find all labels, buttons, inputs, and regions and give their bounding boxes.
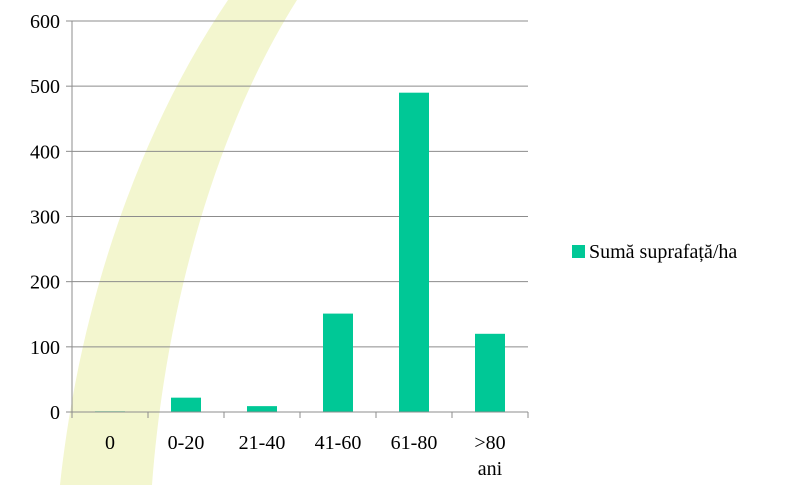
x-tick-label: 0 [105,432,115,454]
y-tick-label: 500 [30,76,60,98]
gridlines [66,20,528,413]
x-tick-labels: 0 0-20 21-40 41-60 61-80 >80 ani [105,432,506,480]
x-tick-label: 0-20 [168,432,205,454]
bar-21-40 [247,406,277,412]
bar-80-ani [475,333,505,412]
bar-61-80 [399,92,429,412]
y-tick-labels: 0 100 200 300 400 500 600 [30,11,60,424]
x-tick-label: 21-40 [239,432,286,454]
background-arc-decoration [60,0,297,485]
legend-label: Sumă suprafață/ha [589,241,737,263]
legend: Sumă suprafață/ha [572,241,737,263]
y-tick-label: 600 [30,11,60,33]
bar-0-20 [171,397,201,412]
x-tick-label: 41-60 [315,432,362,454]
x-tick-label: >80 ani [474,432,505,480]
y-tick-label: 0 [50,402,60,424]
axes [71,21,529,418]
y-tick-label: 200 [30,272,60,294]
y-tick-label: 400 [30,141,60,163]
y-tick-label: 300 [30,207,60,229]
bars [95,92,505,412]
y-tick-label: 100 [30,337,60,359]
legend-swatch [572,245,585,258]
x-tick-label: 61-80 [391,432,438,454]
bar-41-60 [323,313,353,412]
